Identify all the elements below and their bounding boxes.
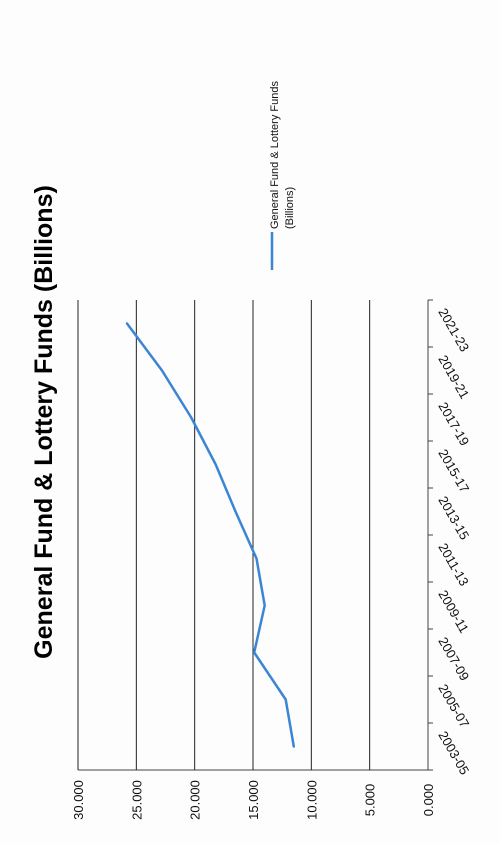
value-tick-label: 10.000: [304, 780, 319, 820]
series-group: [125, 322, 296, 748]
category-tick-label: 2005-07: [435, 682, 472, 731]
category-tick-label: 2015-17: [435, 447, 472, 496]
category-tick-label: 2007-09: [435, 635, 472, 684]
category-tick-labels: 2003-052005-072007-092009-112011-132013-…: [428, 299, 472, 778]
chart-title: General Fund & Lottery Funds (Billions): [30, 185, 58, 659]
legend: General Fund & Lottery Funds (Billions): [269, 81, 296, 270]
category-tick-label: 2003-05: [435, 729, 472, 778]
category-tick-label: 2017-19: [435, 400, 472, 449]
category-tick-label: 2021-23: [435, 306, 472, 355]
value-tick-label: 0.000: [421, 784, 436, 817]
category-tick-label: 2019-21: [435, 353, 472, 402]
value-tick-label: 5.000: [363, 784, 378, 817]
category-tick-label: 2013-15: [435, 494, 472, 543]
value-tick-label: 15.000: [246, 780, 261, 820]
series-line: [125, 322, 296, 748]
value-tick-labels: 0.000 5.000 10.000 15.000 20.000 25.000 30.000: [71, 780, 436, 820]
value-tick-label: 25.000: [129, 780, 144, 820]
value-tick-label: 20.000: [188, 780, 203, 820]
value-tick-label: 30.000: [71, 780, 86, 820]
gridlines: [77, 300, 371, 770]
category-tick-label: 2011-13: [435, 541, 471, 589]
category-tick-label: 2009-11: [435, 588, 471, 636]
legend-label: General Fund & Lottery Funds (Billions): [269, 81, 296, 229]
